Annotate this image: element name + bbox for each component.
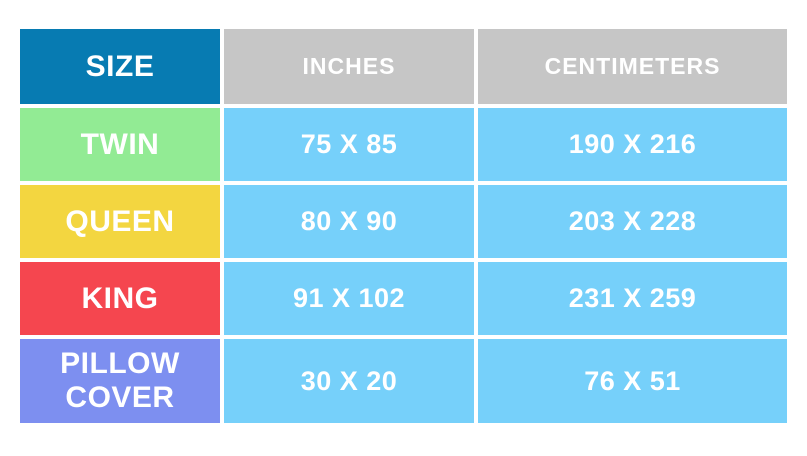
data-cell-king-centimeters: 231 X 259 xyxy=(478,262,787,335)
row-label-pillow-cover: PILLOW COVER xyxy=(20,339,220,423)
header-cell-size: SIZE xyxy=(20,29,220,104)
data-cell-king-inches: 91 X 102 xyxy=(224,262,474,335)
row-label-king: KING xyxy=(20,262,220,335)
data-cell-pillow-cover-inches: 30 X 20 xyxy=(224,339,474,423)
data-cell-twin-centimeters: 190 X 216 xyxy=(478,108,787,181)
data-cell-twin-inches: 75 X 85 xyxy=(224,108,474,181)
data-cell-queen-centimeters: 203 X 228 xyxy=(478,185,787,258)
data-cell-pillow-cover-centimeters: 76 X 51 xyxy=(478,339,787,423)
data-cell-queen-inches: 80 X 90 xyxy=(224,185,474,258)
row-label-queen: QUEEN xyxy=(20,185,220,258)
row-label-twin: TWIN xyxy=(20,108,220,181)
size-conversion-table: SIZE INCHES CENTIMETERS TWIN 75 X 85 190… xyxy=(20,29,787,423)
header-cell-inches: INCHES xyxy=(224,29,474,104)
header-cell-centimeters: CENTIMETERS xyxy=(478,29,787,104)
